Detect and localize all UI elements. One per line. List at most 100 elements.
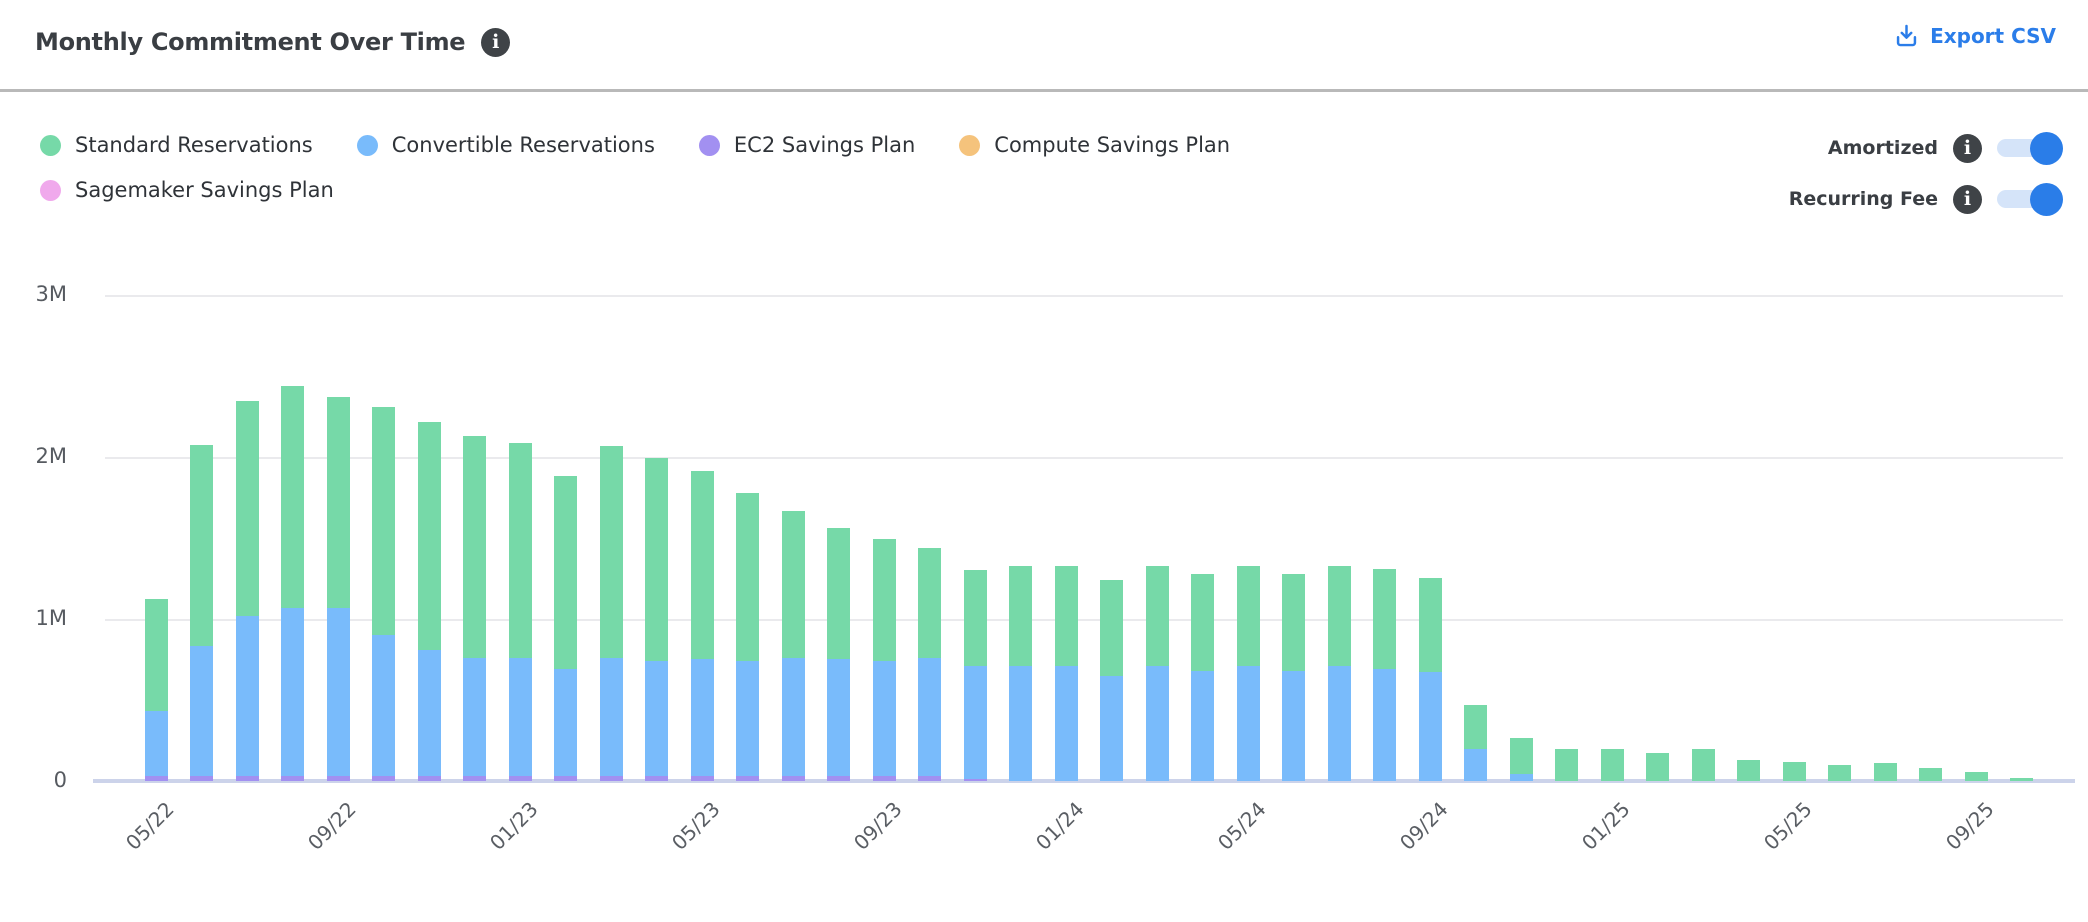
bar-segment[interactable]: [599, 776, 623, 781]
bar-segment[interactable]: [554, 776, 577, 781]
bar-segment[interactable]: [144, 599, 168, 711]
bar-segment[interactable]: [144, 711, 168, 776]
bar-segment[interactable]: [1737, 760, 1760, 781]
bar-segment[interactable]: [918, 658, 941, 776]
bar-segment[interactable]: [736, 661, 759, 776]
bar-segment[interactable]: [417, 776, 441, 781]
bar-segment[interactable]: [281, 608, 304, 776]
bar-segment[interactable]: [235, 401, 259, 616]
bar-segment[interactable]: [1464, 749, 1487, 781]
bar-segment[interactable]: [1145, 566, 1169, 666]
bar-segment[interactable]: [1509, 774, 1533, 781]
bar-segment[interactable]: [281, 386, 304, 608]
bar-segment[interactable]: [1191, 574, 1214, 671]
bar-segment[interactable]: [690, 471, 714, 659]
bar-segment[interactable]: [736, 493, 759, 661]
bar-segment[interactable]: [1054, 566, 1078, 666]
bar-segment[interactable]: [508, 776, 532, 781]
bar-segment[interactable]: [1327, 666, 1351, 781]
export-csv-button[interactable]: Export CSV: [1893, 22, 2056, 49]
bar-segment[interactable]: [235, 616, 259, 776]
bar-segment[interactable]: [554, 669, 577, 776]
bar-segment[interactable]: [1691, 749, 1715, 781]
bar-segment[interactable]: [1555, 749, 1578, 781]
bar-segment[interactable]: [872, 539, 896, 661]
bar-segment[interactable]: [508, 658, 532, 776]
bar-segment[interactable]: [645, 661, 668, 776]
bar-segment[interactable]: [326, 608, 350, 776]
bar-segment[interactable]: [963, 570, 987, 666]
bar-segment[interactable]: [1236, 666, 1260, 781]
bar-segment[interactable]: [1919, 768, 1942, 781]
title-info-icon[interactable]: i: [481, 27, 511, 57]
bar-segment[interactable]: [1464, 705, 1487, 749]
bar-segment[interactable]: [190, 445, 213, 646]
bar-segment[interactable]: [326, 776, 350, 781]
bar-segment[interactable]: [963, 779, 987, 781]
bar-segment[interactable]: [1373, 669, 1396, 781]
bar-segment[interactable]: [190, 646, 213, 776]
bar-segment[interactable]: [872, 661, 896, 776]
bar-segment[interactable]: [372, 776, 395, 781]
bar-segment[interactable]: [372, 407, 395, 635]
bar-segment[interactable]: [781, 776, 805, 781]
legend-item-convertible-reservations[interactable]: Convertible Reservations: [356, 133, 655, 157]
bar-segment[interactable]: [1191, 671, 1214, 781]
bar-segment[interactable]: [1282, 671, 1305, 781]
bar-segment[interactable]: [508, 443, 532, 658]
bar-segment[interactable]: [144, 776, 168, 781]
recurring-fee-toggle[interactable]: [1997, 183, 2063, 216]
bar-segment[interactable]: [281, 776, 304, 781]
bar-segment[interactable]: [690, 659, 714, 776]
bar-segment[interactable]: [1236, 566, 1260, 666]
bar-segment[interactable]: [463, 776, 486, 781]
bar-segment[interactable]: [554, 476, 577, 669]
bar-segment[interactable]: [872, 776, 896, 781]
bar-segment[interactable]: [1509, 738, 1533, 774]
bar-segment[interactable]: [1100, 676, 1123, 781]
bar-segment[interactable]: [1009, 666, 1032, 781]
bar-segment[interactable]: [1282, 574, 1305, 671]
bar-segment[interactable]: [190, 776, 213, 781]
bar-segment[interactable]: [1873, 763, 1897, 781]
bar-segment[interactable]: [781, 511, 805, 658]
bar-segment[interactable]: [918, 776, 941, 781]
bar-segment[interactable]: [372, 635, 395, 776]
bar-segment[interactable]: [417, 650, 441, 776]
bar-segment[interactable]: [1828, 765, 1851, 781]
bar-segment[interactable]: [1054, 666, 1078, 781]
bar-segment[interactable]: [827, 528, 850, 659]
bar-segment[interactable]: [1009, 566, 1032, 666]
bar-segment[interactable]: [463, 658, 486, 776]
recurring-fee-info-icon[interactable]: i: [1953, 184, 1982, 214]
bar-segment[interactable]: [599, 658, 623, 776]
bar-segment[interactable]: [918, 548, 941, 658]
bar-segment[interactable]: [2010, 778, 2033, 781]
amortized-toggle[interactable]: [1997, 132, 2063, 165]
bar-segment[interactable]: [417, 422, 441, 650]
bar-segment[interactable]: [645, 458, 668, 661]
bar-segment[interactable]: [736, 776, 759, 781]
bar-segment[interactable]: [599, 446, 623, 658]
amortized-info-icon[interactable]: i: [1953, 133, 1982, 163]
bar-segment[interactable]: [963, 666, 987, 779]
legend-item-compute-savings-plan[interactable]: Compute Savings Plan: [959, 133, 1230, 157]
legend-item-sagemaker-savings-plan[interactable]: Sagemaker Savings Plan: [40, 178, 334, 202]
bar-segment[interactable]: [326, 397, 350, 608]
bar-segment[interactable]: [1782, 762, 1806, 781]
bar-segment[interactable]: [1964, 772, 1988, 781]
legend-item-ec2-savings-plan[interactable]: EC2 Savings Plan: [698, 133, 915, 157]
bar-segment[interactable]: [235, 776, 259, 781]
bar-segment[interactable]: [1145, 666, 1169, 781]
bar-segment[interactable]: [1418, 672, 1442, 781]
bar-segment[interactable]: [827, 776, 850, 781]
bar-segment[interactable]: [1646, 753, 1669, 781]
bar-segment[interactable]: [781, 658, 805, 776]
bar-segment[interactable]: [1600, 749, 1624, 781]
bar-segment[interactable]: [1100, 580, 1123, 676]
bar-segment[interactable]: [1327, 566, 1351, 666]
bar-segment[interactable]: [645, 776, 668, 781]
bar-segment[interactable]: [827, 659, 850, 776]
legend-item-standard-reservations[interactable]: Standard Reservations: [40, 133, 313, 157]
bar-segment[interactable]: [690, 776, 714, 781]
